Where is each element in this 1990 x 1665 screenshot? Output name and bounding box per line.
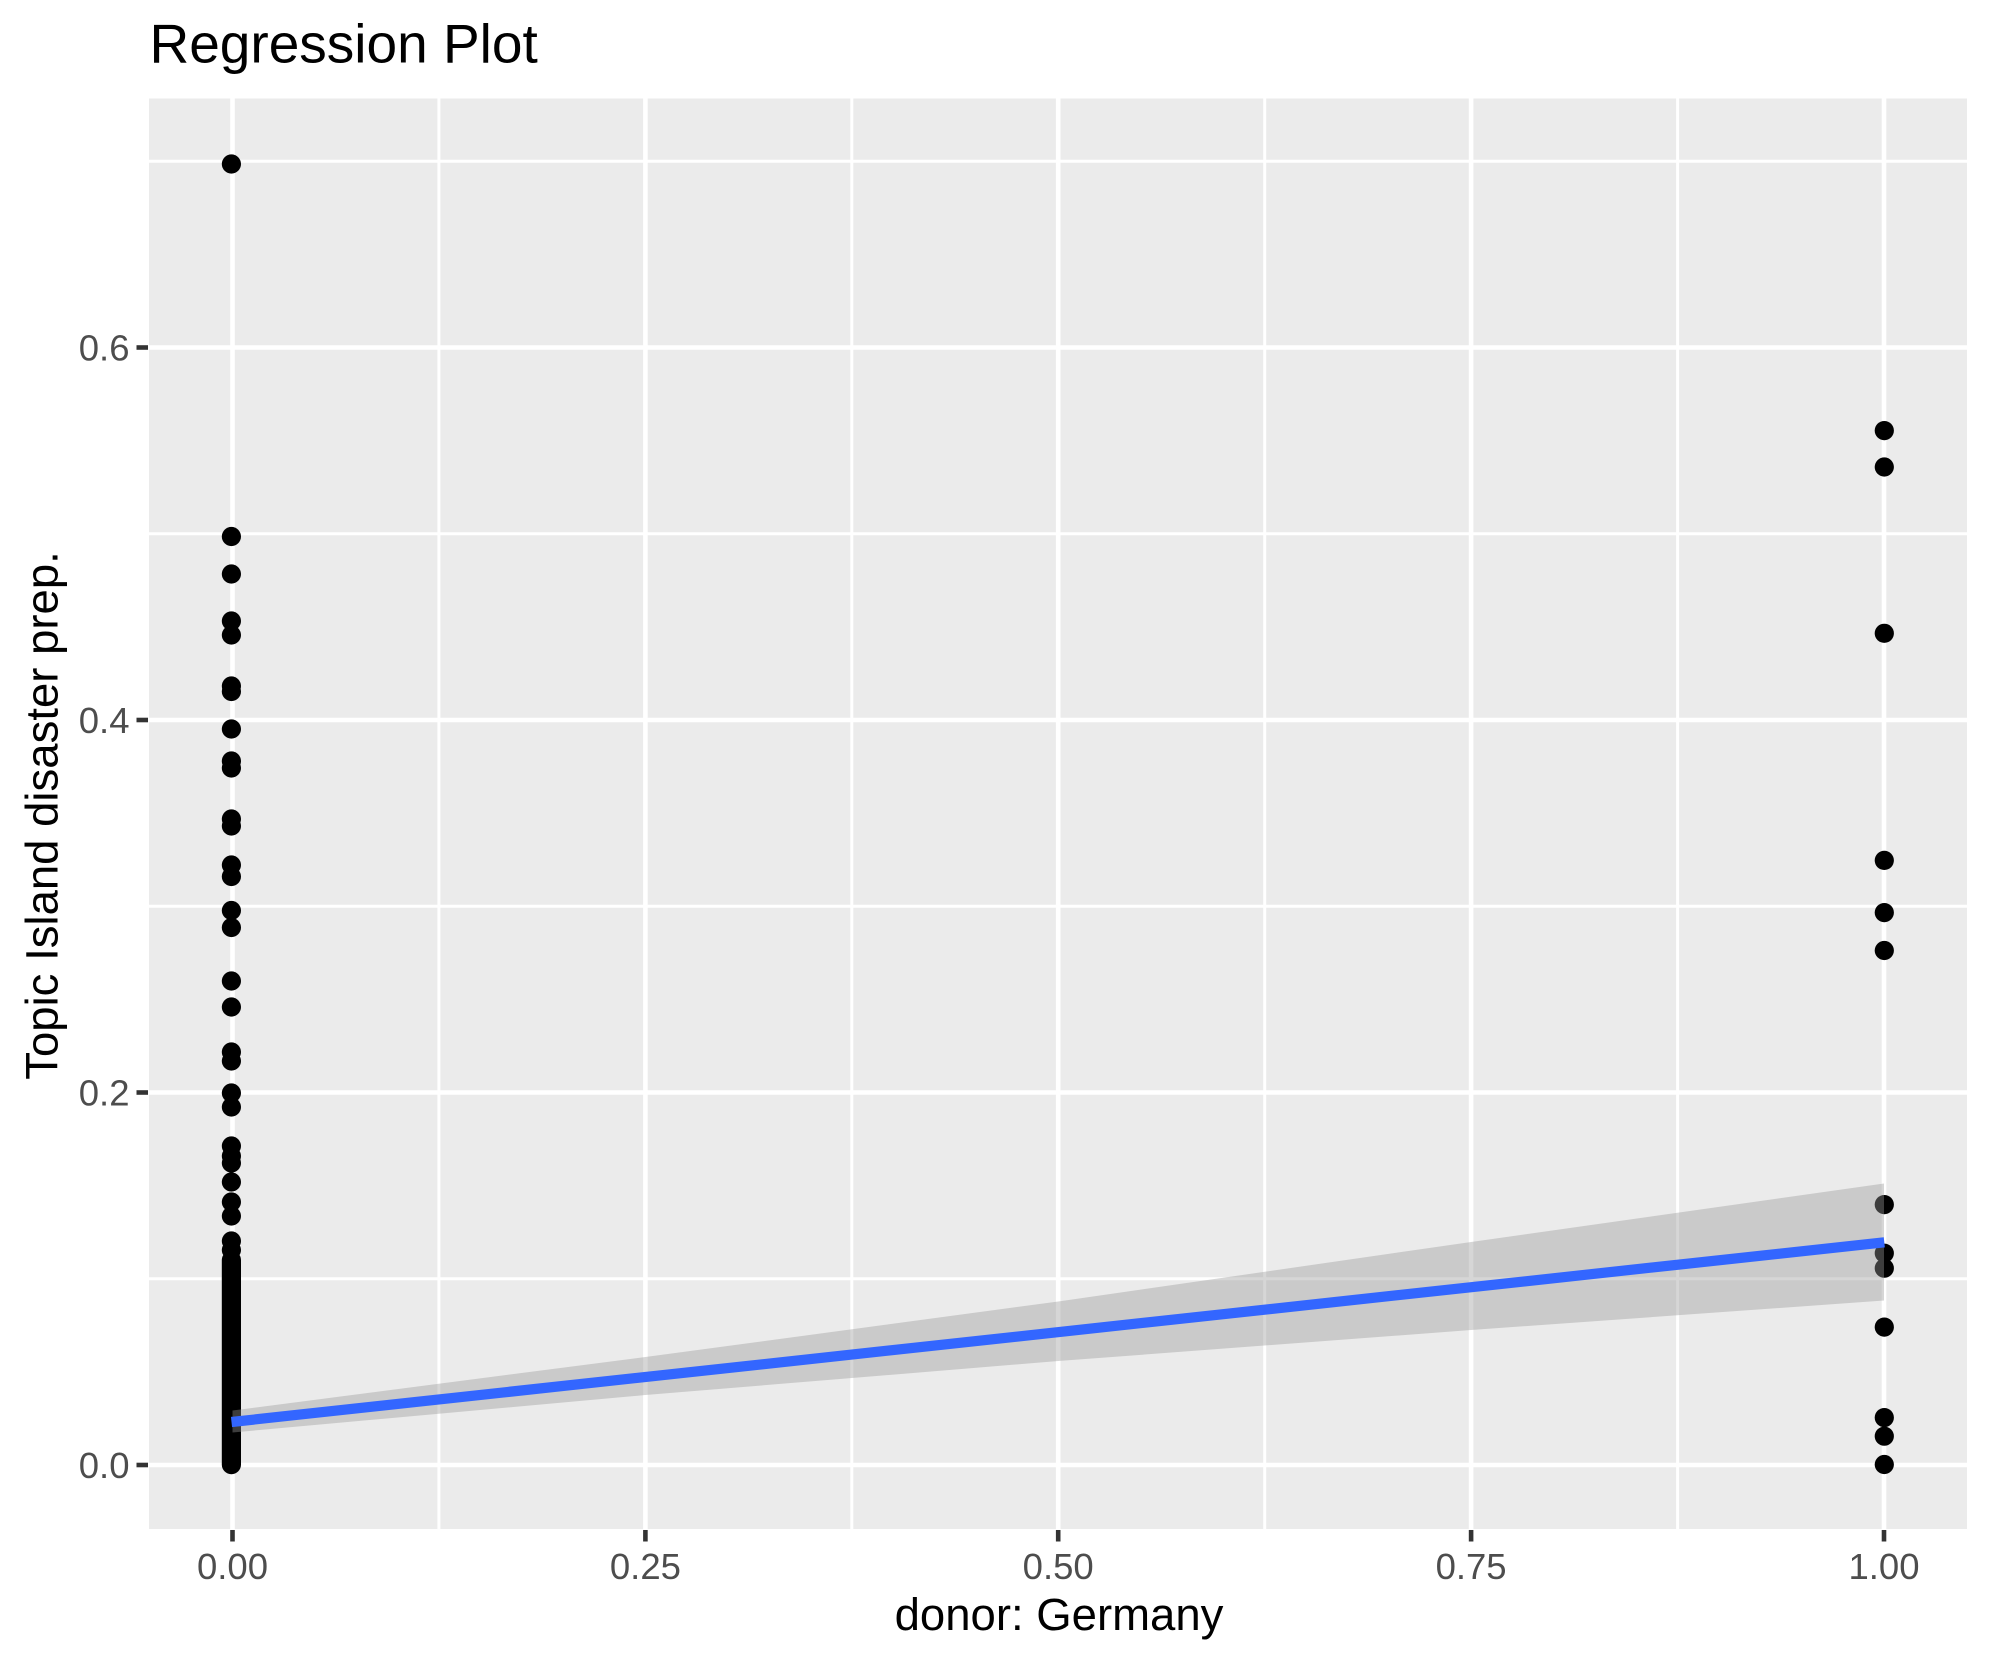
svg-text:0.25: 0.25 <box>610 1546 681 1587</box>
svg-text:Regression Plot: Regression Plot <box>150 13 538 75</box>
svg-text:0.2: 0.2 <box>79 1073 130 1114</box>
svg-text:0.4: 0.4 <box>79 700 130 741</box>
svg-text:Topic Island disaster prep.: Topic Island disaster prep. <box>17 551 68 1080</box>
svg-text:0.0: 0.0 <box>79 1445 130 1486</box>
svg-text:1.00: 1.00 <box>1848 1546 1919 1587</box>
svg-text:0.75: 0.75 <box>1436 1546 1507 1587</box>
svg-text:donor: Germany: donor: Germany <box>895 1589 1224 1640</box>
svg-text:0.6: 0.6 <box>79 328 130 369</box>
svg-text:0.50: 0.50 <box>1023 1546 1094 1587</box>
svg-text:0.00: 0.00 <box>197 1546 268 1587</box>
